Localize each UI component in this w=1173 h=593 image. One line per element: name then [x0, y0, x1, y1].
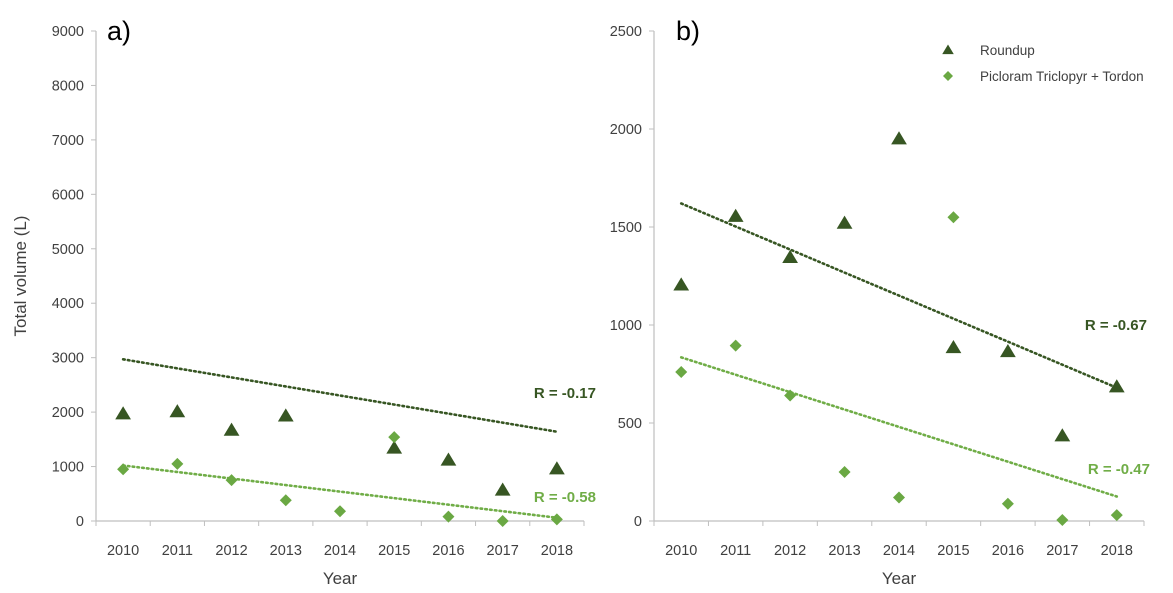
x-tick-label: 2017 [487, 543, 519, 559]
data-point-diamond [1056, 514, 1069, 527]
data-point-triangle [549, 461, 565, 475]
x-tick-label: 2010 [665, 543, 697, 559]
y-tick-label: 0 [76, 514, 84, 530]
data-point-triangle [277, 408, 294, 422]
trendline [679, 356, 1119, 498]
x-axis-title: Year [882, 569, 917, 588]
x-tick-label: 2010 [107, 543, 139, 559]
x-tick-label: 2018 [541, 543, 573, 559]
y-tick-label: 2500 [610, 24, 642, 40]
trendline [121, 464, 559, 520]
data-point-diamond [1001, 497, 1014, 510]
y-tick-label: 1500 [610, 220, 642, 236]
x-tick-label: 2012 [215, 543, 247, 559]
y-tick-label: 5000 [52, 242, 84, 258]
y-tick-label: 7000 [52, 133, 84, 149]
data-point-diamond [388, 431, 401, 444]
data-point-triangle [440, 452, 457, 466]
data-point-diamond [334, 505, 346, 518]
legend-marker-diamond [943, 71, 953, 81]
data-point-diamond [1110, 509, 1123, 522]
x-tick-label: 2014 [324, 543, 356, 559]
data-point-diamond [496, 515, 509, 527]
trendline [679, 202, 1119, 390]
panel-a: 0 1000 2000 3000 4000 5000 6000 7000 8000 9000 201… [11, 16, 596, 588]
data-point-triangle [223, 422, 240, 436]
correlation-label: R = -0.17 [534, 385, 596, 402]
x-tick-label: 2015 [937, 543, 969, 559]
x-tick-label: 2016 [992, 543, 1024, 559]
data-point-diamond [171, 457, 184, 470]
x-tick-label: 2014 [883, 543, 915, 559]
y-tick-label: 500 [618, 416, 642, 432]
y-tick-label: 1000 [52, 460, 84, 476]
data-point-diamond [225, 474, 238, 487]
data-point-triangle [1108, 379, 1125, 393]
panel-label: b) [676, 16, 700, 46]
data-point-diamond [947, 211, 960, 224]
data-point-triangle [673, 277, 690, 291]
data-point-triangle [1000, 343, 1016, 358]
y-tick-label: 0 [634, 514, 642, 530]
data-point-diamond [893, 491, 905, 504]
x-tick-label: 2015 [378, 543, 410, 559]
y-tick-label: 1000 [610, 318, 642, 334]
data-point-triangle [1054, 428, 1071, 442]
data-point-triangle [782, 249, 798, 264]
trendline [121, 357, 559, 434]
correlation-label: R = -0.67 [1085, 317, 1147, 334]
y-tick-label: 8000 [52, 78, 84, 94]
correlation-label: R = -0.47 [1088, 461, 1150, 478]
x-tick-label: 2011 [162, 543, 193, 559]
x-tick-label: 2013 [270, 543, 302, 559]
y-tick-label: 9000 [52, 24, 84, 40]
legend: Roundup Picloram Triclopyr + Tordon [942, 43, 1144, 84]
y-tick-label: 3000 [52, 351, 84, 367]
x-tick-label: 2016 [432, 543, 464, 559]
y-tick-label: 2000 [610, 122, 642, 138]
legend-entry: Picloram Triclopyr + Tordon [980, 69, 1144, 84]
data-point-diamond [117, 463, 130, 476]
y-axis-title: Total volume (L) [11, 216, 30, 337]
data-point-triangle [494, 482, 511, 496]
data-point-triangle [386, 440, 403, 454]
y-tick-label: 2000 [52, 405, 84, 421]
data-point-triangle [169, 404, 186, 418]
data-point-diamond [550, 513, 563, 526]
x-axis-title: Year [323, 569, 358, 588]
data-point-triangle [115, 406, 131, 420]
y-tick-label: 4000 [52, 296, 84, 312]
data-point-diamond [442, 510, 455, 523]
data-point-diamond [279, 494, 292, 507]
data-point-triangle [891, 131, 907, 145]
data-point-triangle [945, 340, 962, 354]
panel-b: 0 500 1000 1500 2000 2500 2010 2011 2012 2013 2014… [610, 16, 1150, 588]
data-point-diamond [838, 466, 851, 478]
data-point-diamond [729, 339, 742, 352]
data-point-triangle [836, 215, 853, 229]
panel-label: a) [107, 16, 131, 46]
data-point-triangle [727, 208, 744, 222]
data-point-diamond [675, 366, 688, 379]
y-tick-label: 6000 [52, 187, 84, 203]
x-tick-label: 2017 [1046, 543, 1078, 559]
legend-marker-triangle [942, 44, 954, 55]
x-tick-label: 2013 [828, 543, 860, 559]
legend-entry: Roundup [980, 43, 1035, 58]
data-point-diamond [784, 389, 797, 402]
x-tick-label: 2012 [774, 543, 806, 559]
x-tick-label: 2011 [720, 543, 751, 559]
correlation-label: R = -0.58 [534, 489, 596, 506]
x-tick-label: 2018 [1101, 543, 1133, 559]
